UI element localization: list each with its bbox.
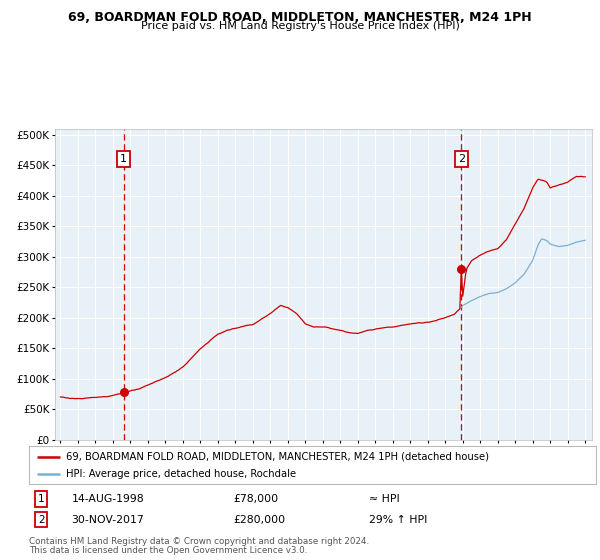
Text: 30-NOV-2017: 30-NOV-2017 — [71, 515, 144, 525]
Text: ≈ HPI: ≈ HPI — [369, 494, 400, 504]
Text: £280,000: £280,000 — [233, 515, 285, 525]
Text: Price paid vs. HM Land Registry's House Price Index (HPI): Price paid vs. HM Land Registry's House … — [140, 21, 460, 31]
Text: 1: 1 — [38, 494, 44, 504]
Text: 69, BOARDMAN FOLD ROAD, MIDDLETON, MANCHESTER, M24 1PH (detached house): 69, BOARDMAN FOLD ROAD, MIDDLETON, MANCH… — [65, 451, 488, 461]
Text: HPI: Average price, detached house, Rochdale: HPI: Average price, detached house, Roch… — [65, 469, 296, 479]
Text: This data is licensed under the Open Government Licence v3.0.: This data is licensed under the Open Gov… — [29, 546, 307, 555]
Text: £78,000: £78,000 — [233, 494, 278, 504]
Text: 2: 2 — [38, 515, 44, 525]
Text: Contains HM Land Registry data © Crown copyright and database right 2024.: Contains HM Land Registry data © Crown c… — [29, 537, 369, 546]
Text: 69, BOARDMAN FOLD ROAD, MIDDLETON, MANCHESTER, M24 1PH: 69, BOARDMAN FOLD ROAD, MIDDLETON, MANCH… — [68, 11, 532, 24]
Text: 29% ↑ HPI: 29% ↑ HPI — [369, 515, 427, 525]
Text: 14-AUG-1998: 14-AUG-1998 — [71, 494, 144, 504]
Text: 2: 2 — [458, 154, 465, 164]
Text: 1: 1 — [120, 154, 127, 164]
